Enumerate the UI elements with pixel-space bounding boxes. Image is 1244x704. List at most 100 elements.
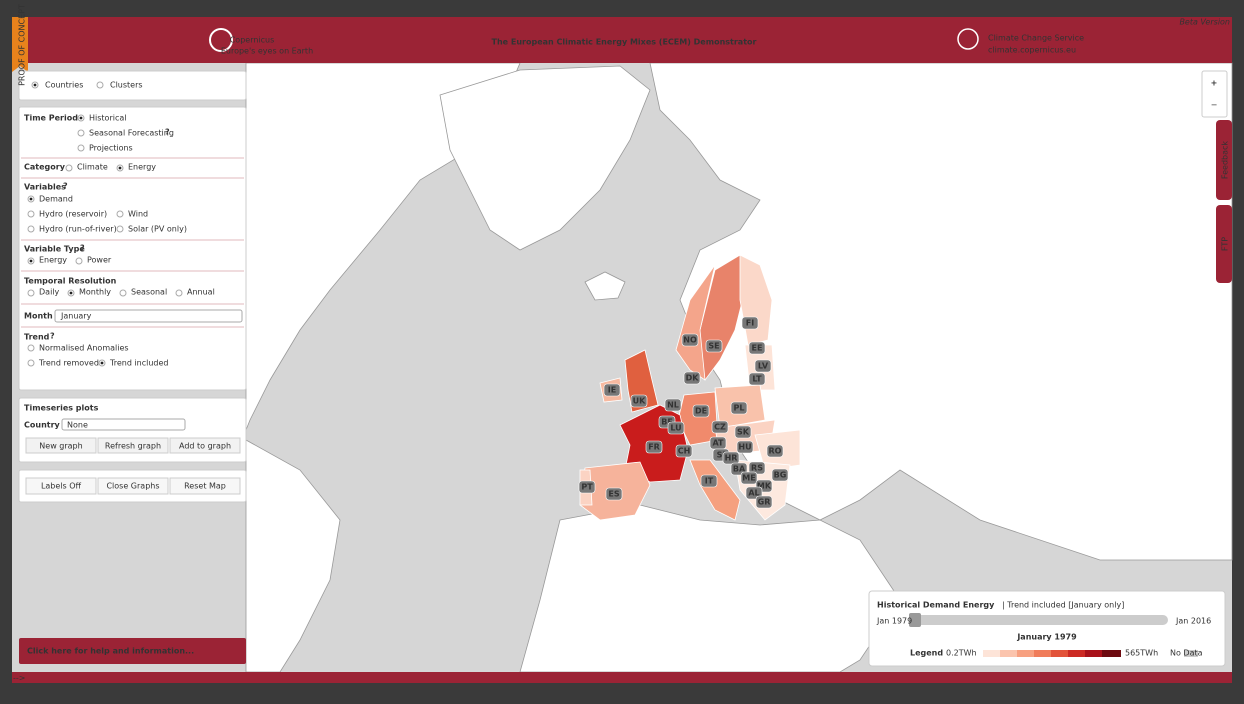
radio[interactable] <box>65 164 73 172</box>
variable-option: Solar (PV only) <box>128 225 187 234</box>
slider-handle[interactable] <box>909 613 921 627</box>
radio[interactable] <box>116 210 124 218</box>
country-label[interactable]: PT <box>581 483 593 492</box>
radio-dot <box>33 83 37 87</box>
ftp-tab[interactable] <box>1216 205 1232 283</box>
country-label-box <box>766 444 784 458</box>
country-label[interactable]: BA <box>733 465 746 474</box>
top-bar <box>12 17 1232 63</box>
radio[interactable] <box>27 210 35 218</box>
country-label[interactable]: ME <box>742 474 755 483</box>
button[interactable] <box>97 477 169 495</box>
country-label[interactable]: IE <box>608 386 616 395</box>
section-label: Variables <box>24 183 66 192</box>
button[interactable] <box>169 477 241 495</box>
country-value[interactable]: None <box>67 421 88 430</box>
radio[interactable] <box>27 289 35 297</box>
radio[interactable] <box>175 289 183 297</box>
radio[interactable] <box>116 225 124 233</box>
country-label[interactable]: NL <box>667 401 679 410</box>
logo: Copernicus <box>230 36 275 45</box>
country-label[interactable]: EE <box>752 344 763 353</box>
ftp-label[interactable]: FTP <box>1221 237 1230 251</box>
footer-arrow: --> <box>13 674 25 683</box>
country-label[interactable]: RS <box>751 464 763 473</box>
feedback-tab[interactable] <box>1216 120 1232 200</box>
time-option: Projections <box>89 144 133 153</box>
country-label[interactable]: AT <box>712 439 724 448</box>
radio-dot <box>29 197 33 201</box>
mode-option: Clusters <box>110 81 143 90</box>
country-label[interactable]: CH <box>678 447 691 456</box>
country-label-box <box>722 451 740 465</box>
help-button[interactable] <box>19 638 246 664</box>
radio-dot <box>79 116 83 120</box>
section-label: Timeseries plots <box>24 404 99 413</box>
radio[interactable] <box>77 144 85 152</box>
country-label[interactable]: ES <box>608 490 619 499</box>
radio[interactable] <box>96 81 104 89</box>
feedback-label[interactable]: Feedback <box>1221 141 1230 179</box>
country-label[interactable]: SI <box>717 451 726 460</box>
country-label[interactable]: DE <box>695 407 707 416</box>
country-label-box <box>705 339 723 353</box>
country-label-box <box>664 398 682 412</box>
dividers <box>21 157 244 328</box>
end-date: Jan 2016 <box>1175 617 1211 626</box>
country-label[interactable]: SE <box>708 342 719 351</box>
country-label-box <box>630 394 648 408</box>
button-text: New graph <box>39 442 82 451</box>
button[interactable] <box>97 437 169 454</box>
country-label[interactable]: LV <box>758 362 769 371</box>
country-label[interactable]: DK <box>686 374 700 383</box>
country-label[interactable]: CZ <box>714 423 726 432</box>
radio[interactable] <box>77 129 85 137</box>
country-label-box <box>736 440 754 454</box>
country-label[interactable]: IT <box>705 477 714 486</box>
badge <box>12 17 28 72</box>
radio-dot <box>100 361 104 365</box>
country-label-box <box>603 383 621 397</box>
country-label[interactable]: AL <box>748 489 759 498</box>
radio[interactable] <box>75 257 83 265</box>
radio[interactable] <box>27 225 35 233</box>
radio-dot <box>118 166 122 170</box>
country-label[interactable]: UK <box>633 397 646 406</box>
country-label[interactable]: LU <box>670 424 681 433</box>
country-label[interactable]: HR <box>725 454 738 463</box>
radio[interactable] <box>27 359 35 367</box>
country-label[interactable]: FI <box>746 319 754 328</box>
radio[interactable] <box>27 344 35 352</box>
zoom-in[interactable]: + <box>1211 79 1218 88</box>
section-label: Category <box>24 163 66 172</box>
start-date: Jan 1979 <box>876 617 912 626</box>
country-label[interactable]: NO <box>683 336 697 345</box>
help-mark: ? <box>63 182 68 191</box>
country-label[interactable]: HU <box>738 443 751 452</box>
time-slider[interactable] <box>910 615 1168 625</box>
button[interactable] <box>25 437 97 454</box>
section-label: Trend <box>24 333 50 342</box>
legend-max: 565TWh <box>1125 649 1158 658</box>
month-select[interactable] <box>54 309 243 323</box>
country-select[interactable] <box>61 418 186 431</box>
country-label[interactable]: MK <box>757 482 772 491</box>
month-value[interactable]: January <box>60 312 92 321</box>
country-label[interactable]: BE <box>661 418 673 427</box>
country-label[interactable]: BG <box>774 471 787 480</box>
button[interactable] <box>25 477 97 495</box>
country-label[interactable]: GR <box>758 498 771 507</box>
country-label[interactable]: FR <box>648 443 660 452</box>
help-mark: ? <box>80 244 85 253</box>
country-label[interactable]: PL <box>734 404 745 413</box>
country-label[interactable]: RO <box>769 447 782 456</box>
country-label-box <box>681 333 699 347</box>
resolution-option: Daily <box>39 288 60 297</box>
country-label[interactable]: SK <box>737 428 750 437</box>
country-label-box <box>741 316 759 330</box>
zoom-out[interactable]: − <box>1211 101 1218 110</box>
country-label[interactable]: LT <box>752 375 762 384</box>
radio[interactable] <box>119 289 127 297</box>
button[interactable] <box>169 437 241 454</box>
country-label-box <box>578 480 596 494</box>
